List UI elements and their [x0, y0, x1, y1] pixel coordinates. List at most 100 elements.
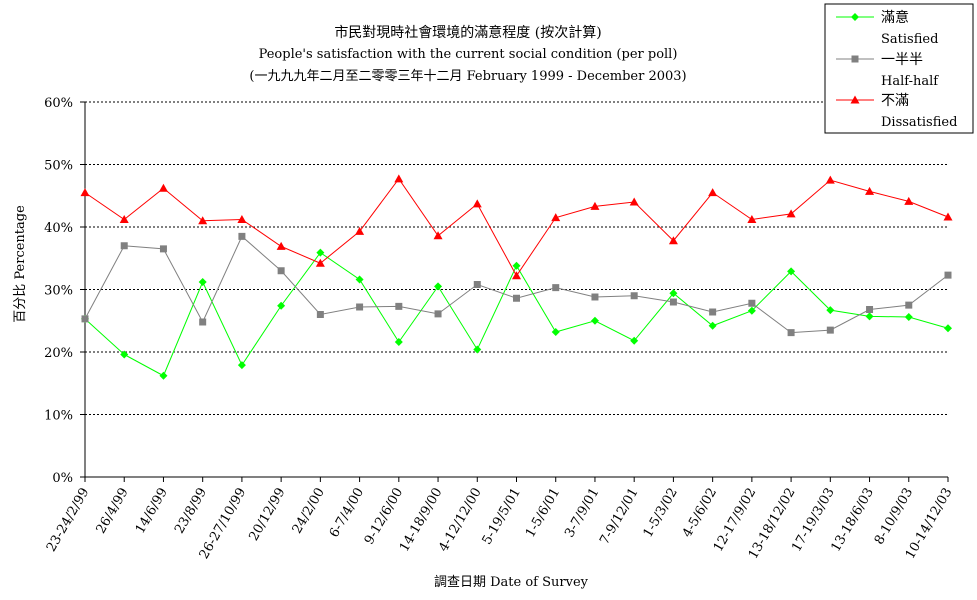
data-point-half-half	[159, 245, 167, 253]
data-point-dissatisfied	[551, 213, 561, 222]
data-point-dissatisfied	[198, 216, 208, 225]
x-tick-label: 3-7/9/01	[562, 486, 602, 541]
x-tick-label: 23/8/99	[172, 486, 210, 537]
data-point-dissatisfied	[237, 215, 247, 223]
data-point-satisfied	[669, 289, 678, 298]
data-point-half-half	[513, 294, 520, 302]
x-tick-label: 6-7/4/00	[327, 486, 367, 541]
data-point-dissatisfied	[786, 209, 796, 218]
series-line-half-half	[84, 235, 949, 334]
data-point-half-half	[316, 311, 324, 318]
data-point-dissatisfied	[708, 188, 718, 197]
x-tick-label: 1-5/3/02	[641, 486, 681, 541]
data-point-satisfied	[747, 306, 756, 315]
data-point-dissatisfied	[850, 95, 860, 104]
data-point-half-half	[238, 232, 246, 240]
x-tick-label: 5-19/5/01	[480, 486, 524, 548]
legend-box	[824, 3, 974, 134]
y-tick-labels: 0% 10% 20% 30% 40% 50% 60%	[44, 96, 73, 486]
data-point-half-half	[356, 303, 364, 311]
data-point-dissatisfied	[943, 212, 953, 221]
y-tick-label: 10%	[44, 409, 73, 424]
legend-label-en: Satisfied	[881, 32, 938, 47]
data-point-satisfied	[355, 275, 364, 284]
gridlines	[80, 101, 949, 482]
data-point-half-half	[748, 299, 756, 307]
data-point-satisfied	[512, 261, 521, 270]
data-point-dissatisfied	[512, 271, 521, 280]
data-point-dissatisfied	[668, 236, 678, 245]
data-point-half-half	[591, 293, 599, 301]
y-tick-label: 20%	[44, 346, 73, 361]
data-point-half-half	[826, 326, 834, 334]
data-point-dissatisfied	[315, 258, 325, 267]
y-axis-label: 百分比 Percentage	[13, 205, 28, 323]
data-point-half-half	[473, 281, 481, 288]
data-point-satisfied	[865, 312, 874, 321]
data-point-half-half	[199, 318, 207, 326]
data-point-satisfied	[944, 324, 952, 333]
y-tick-label: 50%	[44, 159, 73, 174]
data-point-dissatisfied	[590, 201, 600, 210]
data-point-half-half	[709, 308, 717, 316]
data-point-satisfied	[198, 278, 207, 286]
data-point-dissatisfied	[825, 175, 835, 184]
legend: 滿意 Satisfied 一半半 Half-half 不滿 Dissatisfied	[824, 3, 974, 134]
x-tick-label: 4-5/6/02	[680, 486, 720, 541]
chart-subtitle: People's satisfaction with the current s…	[259, 47, 678, 62]
data-point-half-half	[669, 298, 677, 306]
legend-label-en: Dissatisfied	[881, 115, 957, 130]
chart-subtitle-dates: (一九九九年二月至二零零三年十二月 February 1999 - Decemb…	[249, 69, 686, 84]
data-point-dissatisfied	[158, 183, 168, 192]
data-point-satisfied	[787, 267, 796, 276]
series-group	[80, 174, 953, 380]
data-point-satisfied	[277, 301, 286, 310]
data-point-half-half	[395, 302, 403, 310]
data-point-dissatisfied	[119, 215, 129, 223]
data-point-satisfied	[851, 13, 859, 21]
x-tick-label: 14/6/99	[133, 486, 171, 537]
data-point-dissatisfied	[394, 174, 404, 183]
y-tick-label: 30%	[44, 284, 73, 299]
series-line-satisfied	[84, 251, 949, 377]
data-point-dissatisfied	[747, 215, 757, 223]
data-point-half-half	[851, 55, 859, 63]
data-point-satisfied	[904, 313, 913, 321]
x-tick-label: 9-12/6/00	[362, 486, 406, 548]
chart-title: 市民對現時社會環境的滿意程度 (按次計算)	[334, 24, 601, 41]
data-point-satisfied	[120, 350, 129, 359]
data-point-half-half	[866, 306, 874, 313]
x-axis-label: 調查日期 Date of Survey	[434, 575, 589, 590]
x-tick-label: 1-5/6/01	[523, 486, 563, 541]
data-point-half-half	[944, 271, 952, 279]
data-point-half-half	[434, 310, 442, 318]
data-point-half-half	[81, 315, 89, 323]
data-point-half-half	[552, 284, 560, 292]
x-tick-labels: 23-24/2/99 26/4/99 14/6/99 23/8/9926-27/10/…	[44, 486, 956, 562]
data-point-satisfied	[394, 338, 403, 346]
x-tick-label: 23-24/2/99	[44, 486, 93, 555]
data-point-half-half	[277, 267, 285, 275]
data-point-dissatisfied	[629, 197, 639, 206]
data-point-dissatisfied	[433, 231, 443, 240]
legend-label-en: Half-half	[881, 74, 939, 89]
data-point-dissatisfied	[355, 226, 365, 235]
data-point-satisfied	[434, 282, 443, 291]
data-point-half-half	[787, 329, 795, 337]
data-point-dissatisfied	[276, 241, 286, 250]
data-point-half-half	[120, 242, 128, 250]
x-tick-label: 20/12/99	[246, 486, 288, 544]
data-point-satisfied	[708, 321, 717, 330]
data-point-dissatisfied	[80, 188, 90, 197]
legend-label: 滿意	[881, 9, 909, 26]
x-tick-label: 8-10/9/03	[872, 486, 916, 548]
data-point-satisfied	[551, 328, 560, 336]
legend-label: 一半半	[881, 52, 923, 68]
data-point-satisfied	[316, 248, 325, 257]
x-tick-label: 26/4/99	[94, 486, 132, 537]
data-point-dissatisfied	[904, 196, 914, 205]
data-point-satisfied	[630, 336, 639, 345]
data-point-half-half	[905, 301, 913, 309]
data-point-satisfied	[473, 345, 482, 354]
